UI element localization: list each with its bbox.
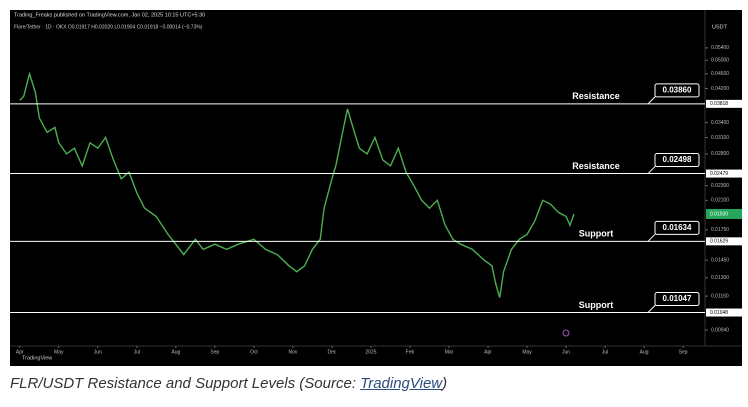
y-tick-label: 0.01750 — [711, 227, 729, 233]
current-price-box — [706, 208, 742, 219]
callout-label: 0.02498 — [663, 155, 692, 164]
axis-title: USDT — [712, 24, 728, 30]
x-tick-label: Apr — [484, 349, 492, 355]
x-tick-label: Sep — [679, 349, 688, 355]
y-tick-label: 0.01300 — [711, 275, 729, 281]
callout-box — [654, 83, 700, 98]
y-tick-label: 0.02800 — [711, 151, 729, 157]
footer: TradingView — [22, 355, 52, 361]
callout-connector — [647, 165, 657, 174]
x-tick-label: Jun — [94, 349, 102, 355]
level-axis-box — [706, 169, 742, 178]
caption-text: FLR/USDT Resistance and Support Levels (… — [10, 375, 361, 392]
x-tick-label: Feb — [406, 349, 415, 355]
level-axis-box — [706, 237, 742, 246]
caption: FLR/USDT Resistance and Support Levels (… — [10, 375, 447, 392]
x-tick-label: Sep — [210, 349, 219, 355]
y-tick-label: 0.02100 — [711, 198, 729, 204]
y-tick-label: 0.03100 — [711, 135, 729, 141]
x-tick-label: Aug — [171, 349, 180, 355]
callout-label: 0.01634 — [663, 223, 692, 232]
y-tick-label: 0.04200 — [711, 86, 729, 92]
level-axis-label: 0.03818 — [710, 101, 728, 107]
x-tick-label: Mar — [445, 349, 454, 355]
y-tick-label: 0.00940 — [711, 327, 729, 333]
x-tick-label: Aug — [640, 349, 649, 355]
x-tick-label: 2025 — [365, 349, 376, 355]
level-name: Resistance — [572, 91, 620, 101]
level-name: Support — [579, 300, 614, 310]
symbol-line: Flare/Tether · 1D · OKX O0.01917 H0.0202… — [14, 24, 203, 30]
level-axis-label: 0.01048 — [710, 310, 728, 316]
x-tick-label: Nov — [288, 349, 297, 355]
level-name: Resistance — [572, 161, 620, 171]
chart-background — [10, 10, 742, 366]
y-tick-label: 0.02300 — [711, 183, 729, 189]
y-tick-label: 0.05400 — [711, 45, 729, 51]
y-tick-label: 0.05000 — [711, 58, 729, 64]
y-tick-label: 0.03400 — [711, 120, 729, 126]
callout-box — [654, 153, 700, 168]
x-tick-label: Jul — [602, 349, 608, 355]
level-axis-box — [706, 308, 742, 317]
callout-connector — [647, 95, 657, 105]
x-tick-label: Jul — [134, 349, 140, 355]
y-tick-label: 0.01160 — [711, 293, 729, 299]
level-name: Support — [579, 229, 614, 239]
y-tick-label: 0.01450 — [711, 257, 729, 263]
x-tick-label: May — [522, 349, 532, 355]
callout-box — [654, 220, 700, 235]
current-price-label: 0.01930 — [710, 211, 728, 217]
x-tick-label: May — [54, 349, 64, 355]
y-tick-label: 0.04600 — [711, 71, 729, 77]
callout-label: 0.01047 — [663, 294, 692, 303]
x-tick-label: Oct — [250, 349, 258, 355]
callout-connector — [647, 304, 657, 313]
x-tick-label: Dec — [327, 349, 336, 355]
caption-end: ) — [442, 375, 448, 392]
x-tick-label: Jun — [562, 349, 570, 355]
callout-connector — [647, 232, 657, 242]
callout-label: 0.03860 — [663, 85, 692, 94]
level-axis-label: 0.02479 — [710, 171, 728, 177]
level-axis-box — [706, 99, 742, 108]
level-axis-label: 0.01629 — [710, 239, 728, 245]
x-tick-label: Apr — [16, 349, 24, 355]
chart: Trading_Freaks published on TradingView.… — [10, 10, 742, 366]
price-line — [19, 71, 575, 298]
callout-box — [654, 292, 700, 307]
header: Trading_Freaks published on TradingView.… — [14, 12, 205, 18]
event-icon — [562, 329, 570, 337]
caption-link[interactable]: TradingView — [360, 375, 443, 392]
